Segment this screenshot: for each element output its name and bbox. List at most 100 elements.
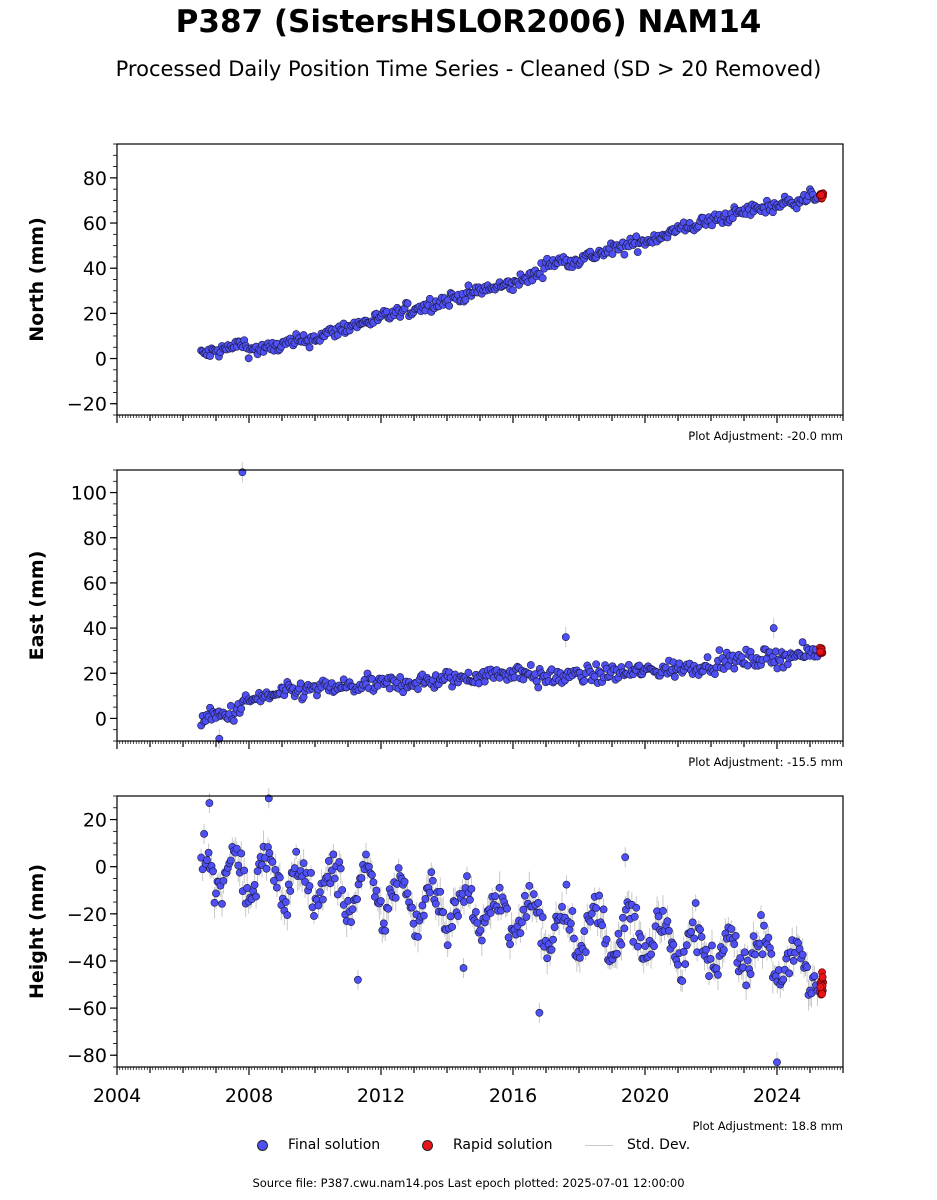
final-solution-point: [520, 891, 529, 900]
final-solution-point: [534, 898, 543, 907]
final-solution-point: [200, 829, 209, 838]
final-solution-point: [347, 918, 356, 927]
x-tick-label: 2020: [621, 1085, 669, 1107]
y-tick-label: 0: [95, 349, 107, 371]
y-tick-label: 20: [83, 663, 107, 685]
final-solution-point: [467, 884, 476, 893]
final-solution-point: [419, 911, 428, 920]
final-solution-point: [335, 858, 344, 866]
final-solution-point: [632, 232, 641, 241]
final-solution-point: [476, 926, 485, 935]
final-solution-point: [443, 941, 452, 950]
final-solution-point: [708, 221, 716, 230]
legend-item-stddev: Std. Dev.: [585, 1137, 690, 1153]
final-solution-point: [673, 960, 682, 969]
final-solution-point: [779, 975, 788, 984]
final-solution-point: [305, 343, 314, 352]
final-solution-point: [569, 934, 578, 943]
final-solution-point: [728, 214, 737, 223]
final-solution-point: [705, 972, 713, 980]
final-solution-point: [641, 942, 650, 950]
plot-adjustment-note: Plot Adjustment: 18.8 mm: [692, 1119, 843, 1133]
final-solution-point: [486, 909, 495, 917]
final-solution-point: [463, 872, 471, 881]
final-solution-point: [706, 954, 715, 963]
final-solution-point: [229, 716, 238, 725]
final-solution-point: [399, 688, 408, 697]
final-solution-point: [509, 286, 517, 295]
final-solution-point: [681, 960, 690, 969]
final-solution-point: [414, 685, 422, 693]
final-solution-point: [403, 299, 412, 308]
final-solution-point: [348, 905, 357, 914]
final-solution-point: [448, 923, 457, 931]
final-solution-point: [203, 856, 211, 864]
final-solution-point: [212, 889, 220, 898]
final-solution-point: [708, 941, 716, 950]
final-solution-point: [731, 932, 740, 940]
final-solution-point: [408, 903, 416, 912]
plot-adjustment-note: Plot Adjustment: -20.0 mm: [688, 429, 843, 443]
final-solution-point: [620, 250, 629, 259]
final-solution-point: [427, 868, 436, 877]
final-solution-point: [418, 901, 427, 910]
final-solution-point: [647, 950, 656, 959]
final-solution-point: [568, 907, 577, 915]
final-solution-point: [436, 887, 445, 896]
outlier-point: [773, 1058, 781, 1067]
final-solution-point: [743, 956, 752, 965]
final-solution-point: [329, 850, 338, 859]
chart-subtitle: Processed Daily Position Time Series - C…: [115, 57, 822, 81]
final-solution-point: [240, 866, 249, 875]
panel-north: −20 0 20 40 60 80 North (mm) Plot Adjustment: -…: [26, 143, 844, 443]
final-solution-point: [250, 881, 259, 889]
final-solution-point: [789, 956, 798, 965]
final-solution-point: [310, 912, 318, 920]
y-tick-label: 80: [83, 528, 107, 550]
final-solution-point: [268, 858, 277, 866]
final-solution-point: [237, 704, 246, 713]
final-solution-point: [617, 940, 626, 949]
final-solution-point: [547, 945, 556, 954]
final-solution-point: [451, 898, 459, 907]
final-solution-point: [620, 924, 629, 933]
rapid-solution-point: [816, 983, 825, 992]
final-solution-point: [379, 919, 388, 928]
final-solution-point: [740, 948, 749, 957]
final-solution-point: [286, 887, 295, 895]
outlier-point: [561, 633, 570, 642]
y-tick-label: −20: [67, 394, 107, 416]
final-solution-point: [586, 917, 595, 926]
final-solution-point: [237, 849, 246, 858]
final-solution-point: [599, 905, 608, 914]
outlier-point: [205, 799, 214, 807]
final-solution-point: [206, 352, 214, 360]
final-solution-point: [730, 664, 739, 673]
outlier-point: [459, 964, 468, 972]
final-solution-point: [431, 899, 440, 908]
x-tick-label: 2008: [225, 1085, 273, 1107]
final-solution-point: [219, 876, 228, 885]
final-solution-point: [477, 936, 486, 945]
final-solution-point: [764, 933, 773, 942]
y-axis-label: Height (mm): [26, 864, 48, 999]
final-solution-point: [691, 899, 700, 907]
final-solution-point: [687, 927, 696, 936]
final-solution-point: [688, 918, 697, 927]
final-solution-point: [629, 938, 638, 946]
final-solution-point: [314, 901, 323, 910]
final-solution-point: [592, 904, 601, 912]
final-solution-point: [602, 935, 611, 944]
y-tick-label: −80: [67, 1045, 107, 1067]
final-solution-point: [630, 912, 639, 921]
final-solution-point: [746, 970, 755, 978]
final-solution-point: [400, 877, 409, 886]
final-solution-point: [803, 963, 811, 972]
final-solution-point: [757, 911, 765, 919]
final-solution-point: [353, 895, 361, 904]
final-solution-marker-icon: [257, 1139, 268, 1151]
final-solution-point: [702, 945, 710, 954]
y-tick-label: −40: [67, 951, 107, 973]
final-solution-point: [381, 926, 390, 935]
final-solution-point: [403, 889, 412, 898]
